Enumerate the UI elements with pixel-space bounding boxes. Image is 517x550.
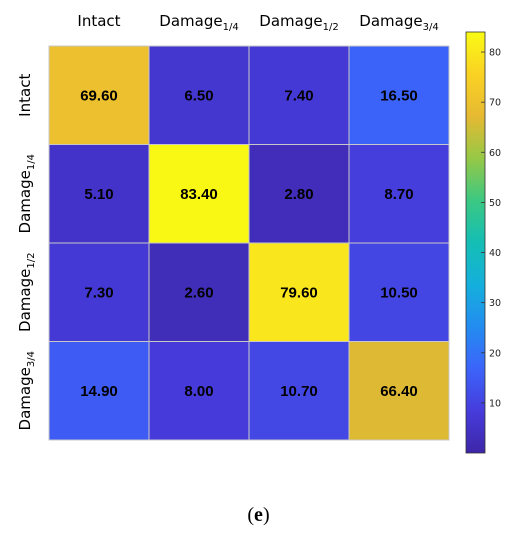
- heatmap-cell: [148, 144, 250, 244]
- caption-close: ): [262, 504, 270, 526]
- row-label: Damage3/4: [16, 351, 37, 430]
- heatmap-cell: [48, 341, 150, 441]
- heatmap-cell: [48, 45, 150, 145]
- column-label: Damage3/4: [359, 12, 438, 33]
- row-label: Intact: [16, 74, 34, 117]
- heatmap-cell: [348, 242, 450, 342]
- cell-value-label: 83.40: [180, 186, 218, 203]
- colorbar-tick-label: 30: [489, 298, 501, 309]
- heatmap-cell: [348, 144, 450, 244]
- colorbar-gradient: [465, 31, 486, 454]
- cell-value-label: 8.70: [384, 186, 413, 203]
- cell-value-label: 2.60: [184, 284, 213, 301]
- heatmap-cell: [148, 242, 250, 342]
- cell-value-label: 2.80: [284, 186, 313, 203]
- colorbar-tick-label: 70: [489, 98, 501, 109]
- cell-value-label: 5.10: [84, 186, 113, 203]
- figure-caption: (e): [0, 504, 517, 527]
- row-label: Damage1/4: [16, 154, 37, 233]
- heatmap-cell: [348, 45, 450, 145]
- cell-value-label: 66.40: [380, 383, 418, 400]
- colorbar-tick-label: 50: [489, 198, 501, 209]
- confusion-matrix-chart: Intact Damage1/4 Damage1/2 Damage3/4 Intact…: [16, 12, 501, 454]
- cell-value-label: 7.30: [84, 284, 113, 301]
- column-label: Damage1/2: [259, 12, 338, 33]
- cell-value-label: 16.50: [380, 87, 418, 104]
- column-label: Intact: [77, 12, 120, 30]
- heatmap-cell: [48, 144, 150, 244]
- heatmap-cell: [148, 45, 250, 145]
- cell-value-label: 10.50: [380, 284, 418, 301]
- heatmap-cell: [148, 341, 250, 441]
- colorbar-tick-label: 40: [489, 248, 501, 259]
- cell-value-label: 7.40: [284, 87, 313, 104]
- colorbar-tick-label: 10: [489, 398, 501, 409]
- colorbar-tick-label: 80: [489, 48, 501, 59]
- heatmap-cells: 69.60 6.50 7.40 16.50 5.10 83.40 2.80 8.70 7.30 2…: [48, 45, 450, 441]
- colorbar: 10 20 30 40 50 60 70 80: [465, 31, 501, 454]
- cell-value-label: 6.50: [184, 87, 213, 104]
- caption-open: (: [247, 504, 255, 526]
- column-labels: Intact Damage1/4 Damage1/2 Damage3/4: [77, 12, 438, 33]
- column-label: Damage1/4: [159, 12, 238, 33]
- cell-value-label: 69.60: [80, 87, 118, 104]
- heatmap-cell: [248, 45, 350, 145]
- cell-value-label: 10.70: [280, 383, 318, 400]
- cell-value-label: 79.60: [280, 284, 318, 301]
- caption-letter: e: [254, 504, 263, 526]
- cell-value-label: 8.00: [184, 383, 213, 400]
- colorbar-tick-label: 60: [489, 148, 501, 159]
- row-labels: Intact Damage1/4 Damage1/2 Damage3/4: [16, 74, 37, 431]
- heatmap-cell: [348, 341, 450, 441]
- colorbar-tick-label: 20: [489, 348, 501, 359]
- row-label: Damage1/2: [16, 253, 37, 332]
- cell-value-label: 14.90: [80, 383, 118, 400]
- heatmap-cell: [248, 341, 350, 441]
